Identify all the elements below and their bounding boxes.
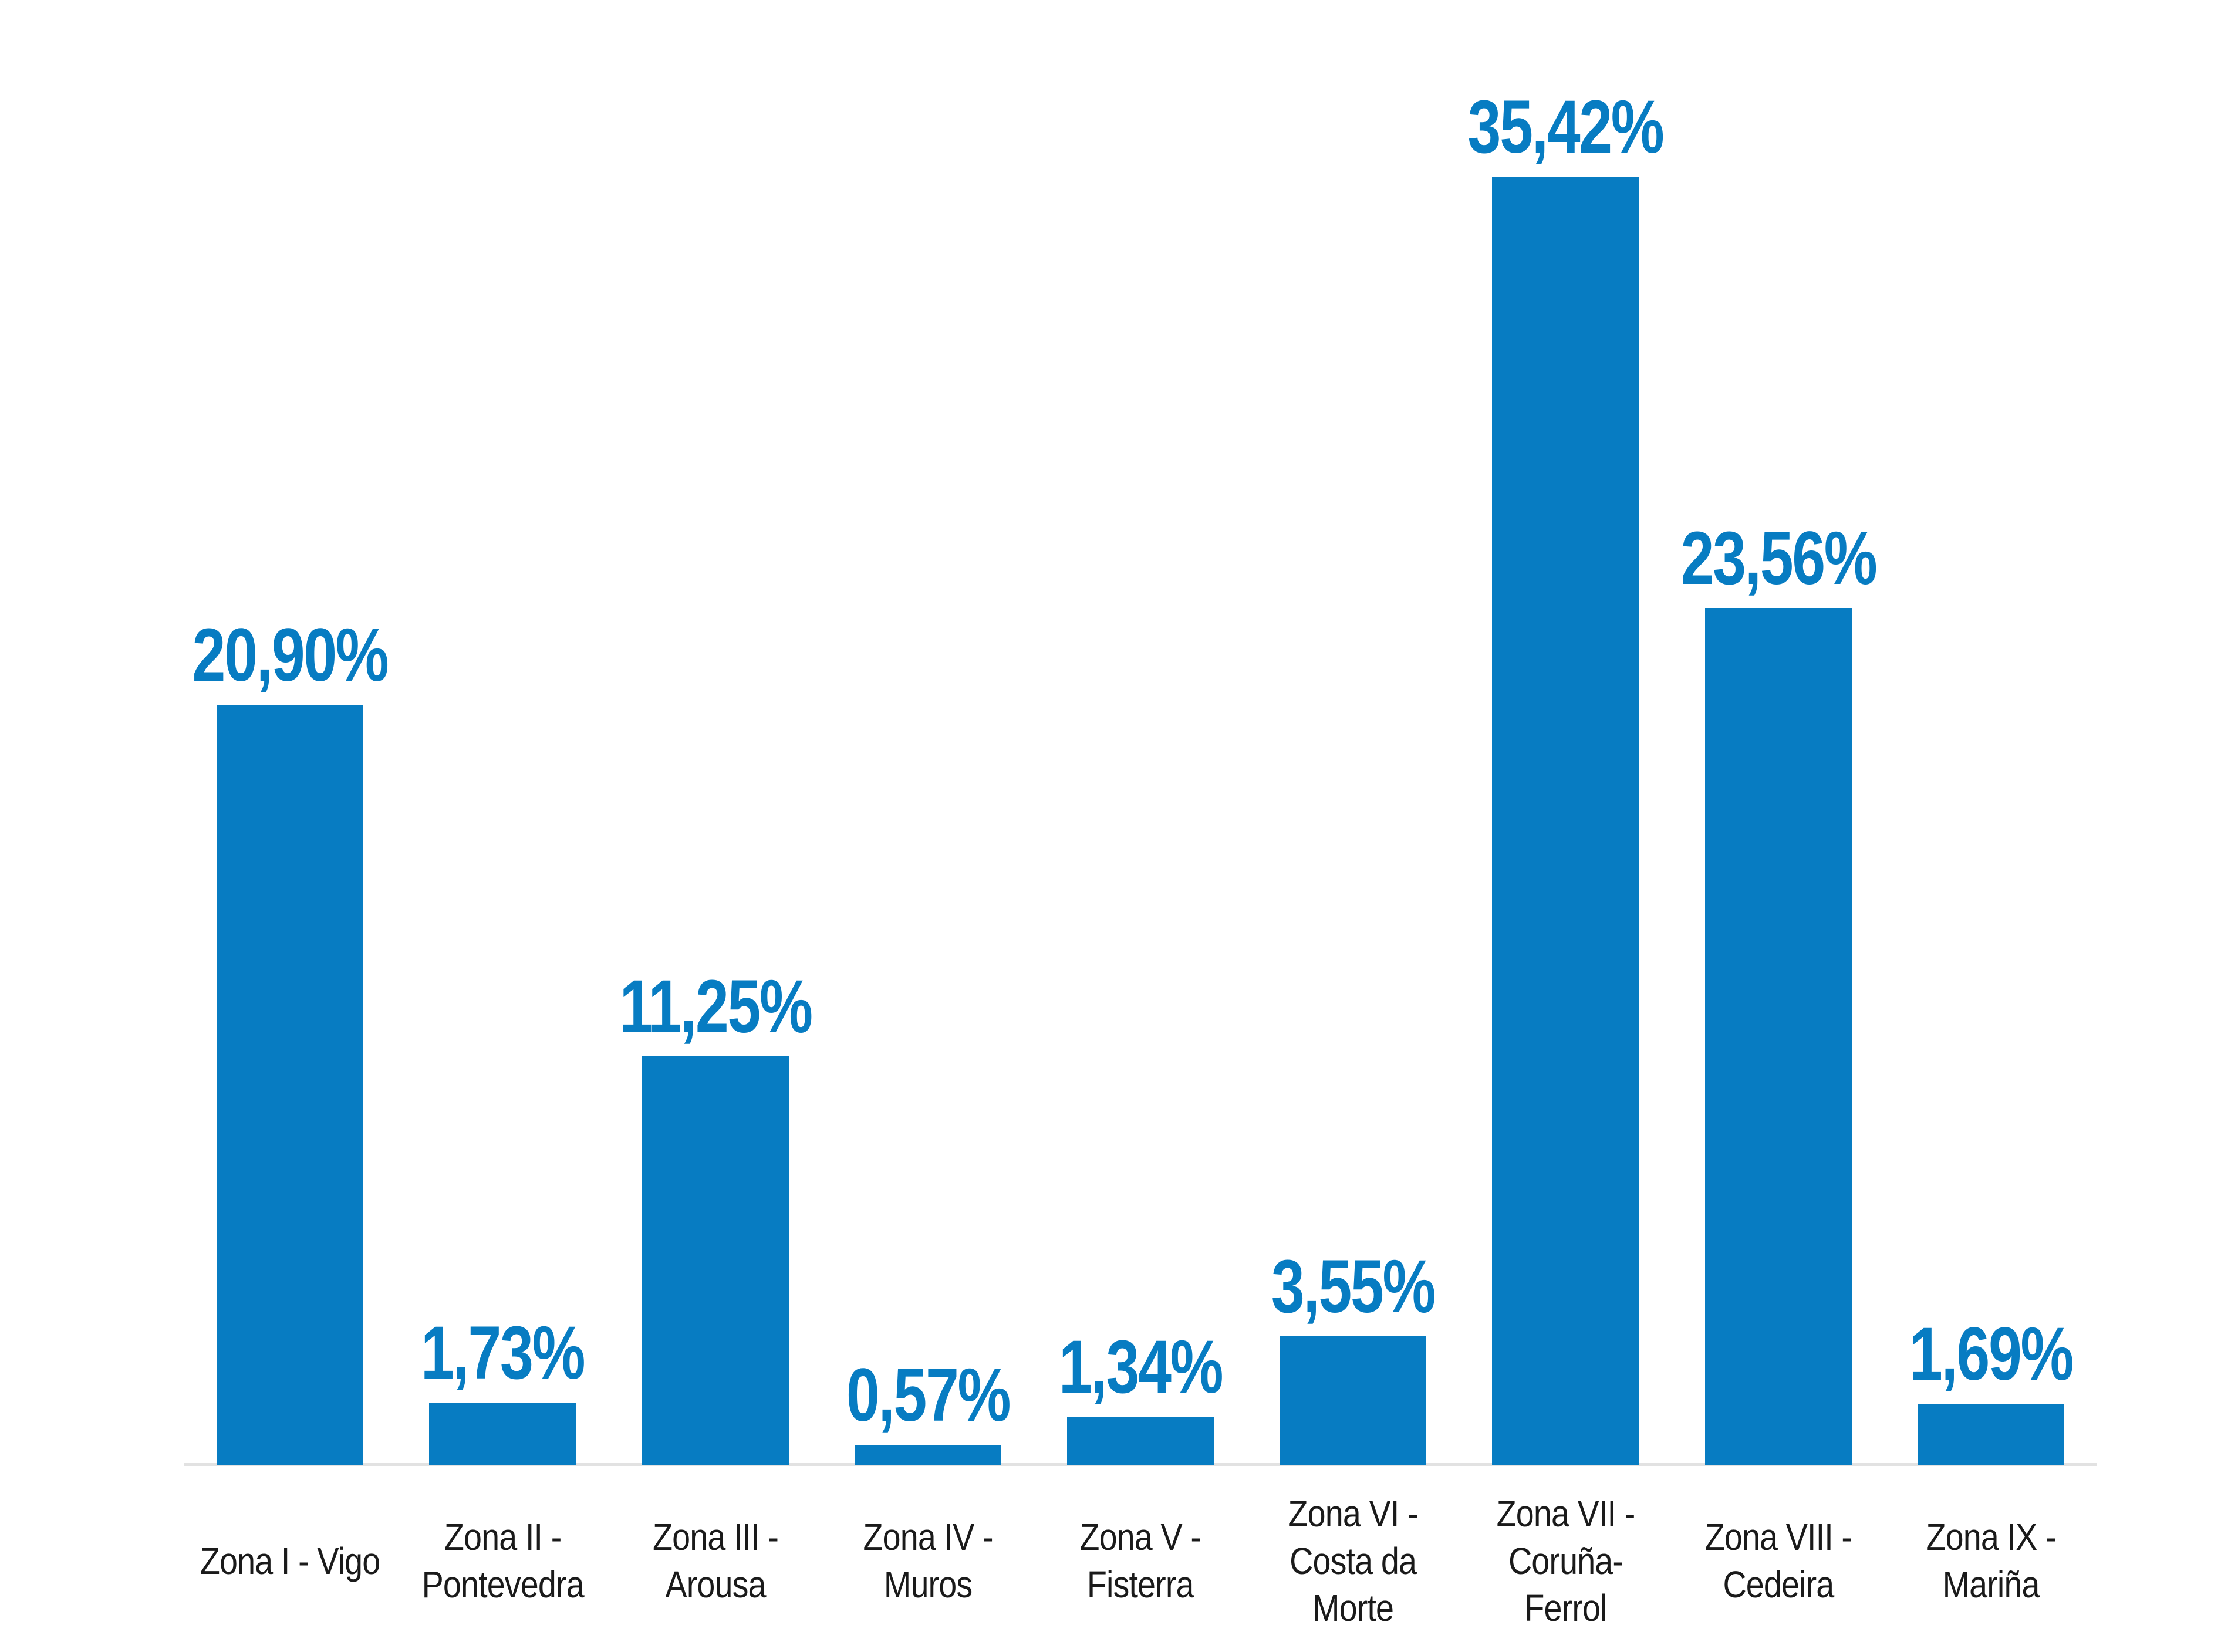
bar [217,705,363,1465]
bar-value-label: 1,34% [1059,1330,1222,1405]
x-axis-label-cell: Zona III -Arousa [609,1470,821,1652]
bar-column: 35,42% [1459,0,1672,1465]
bar-value-label: 3,55% [1271,1249,1434,1325]
x-axis-label: Zona IV -Muros [863,1514,993,1608]
bar [1067,1417,1214,1465]
x-axis-label: Zona II -Pontevedra [421,1514,583,1608]
bar-value-label: 1,73% [421,1316,584,1391]
bar-value-label: 20,90% [193,618,388,693]
x-axis-label-cell: Zona VIII -Cedeira [1672,1470,1885,1652]
x-axis-label: Zona I - Vigo [200,1538,380,1585]
x-axis-label-cell: Zona V -Fisterra [1034,1470,1247,1652]
x-axis-label-cell: Zona IX -Mariña [1885,1470,2097,1652]
bar-column: 20,90% [184,0,396,1465]
bar [642,1056,789,1466]
bar [1705,608,1852,1465]
bar [1280,1336,1426,1465]
x-axis-label-cell: Zona VII -Coruña-Ferrol [1459,1470,1672,1652]
x-axis-label-cell: Zona IV -Muros [822,1470,1034,1652]
x-axis-label-cell: Zona I - Vigo [184,1470,396,1652]
bar [1918,1404,2064,1465]
x-axis-labels: Zona I - Vigo Zona II -Pontevedra Zona III… [184,1470,2097,1652]
bar-column: 1,69% [1885,0,2097,1465]
bar [1492,177,1639,1465]
bar-column: 0,57% [822,0,1034,1465]
bar-column: 1,73% [396,0,609,1465]
bar-column: 3,55% [1247,0,1459,1465]
x-axis-label: Zona V -Fisterra [1080,1514,1201,1608]
bar-value-label: 1,69% [1909,1317,2072,1392]
bar-value-label: 35,42% [1468,90,1663,165]
bar-column: 11,25% [609,0,821,1465]
bar-value-label: 11,25% [619,969,811,1045]
bar-column: 23,56% [1672,0,1885,1465]
bar [429,1403,576,1465]
bar-column: 1,34% [1034,0,1247,1465]
bar [855,1445,1001,1465]
bar-value-label: 23,56% [1680,521,1876,596]
plot-area: 20,90% 1,73% 11,25% 0,57% 1,34% 3,55% 35,42% 23… [184,0,2097,1465]
x-axis-label: Zona VIII -Cedeira [1704,1514,1851,1608]
x-axis-label: Zona IX -Mariña [1926,1514,2055,1608]
x-axis-label-cell: Zona II -Pontevedra [396,1470,609,1652]
x-axis-label: Zona III -Arousa [652,1514,778,1608]
x-axis-label: Zona VII -Coruña-Ferrol [1497,1490,1635,1632]
bar-value-label: 0,57% [846,1358,1010,1433]
